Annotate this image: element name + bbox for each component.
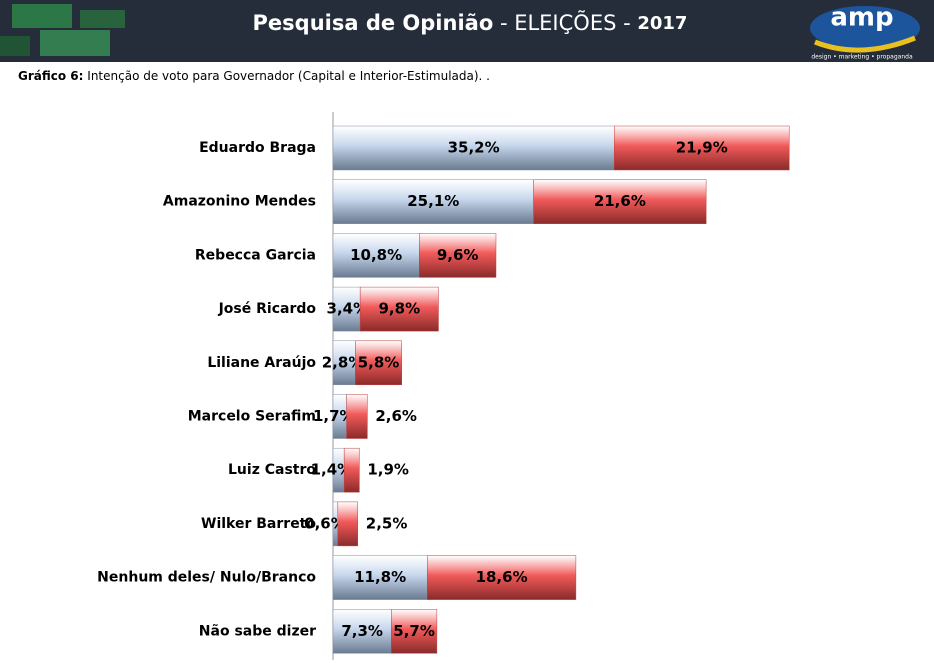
value-label: 21,9%	[676, 139, 728, 157]
value-label: 1,4%	[311, 461, 353, 479]
value-label: 25,1%	[407, 192, 459, 210]
value-label: 35,2%	[448, 139, 500, 157]
bar-segment	[391, 609, 438, 654]
value-label: 3,4%	[327, 300, 369, 318]
bar-segment	[533, 179, 707, 224]
category-label: Amazonino Mendes	[163, 194, 316, 210]
value-label: 2,5%	[366, 514, 408, 532]
value-label: 5,7%	[393, 622, 435, 640]
header-decoration	[80, 10, 125, 28]
value-label: 1,9%	[367, 461, 409, 479]
value-label: 18,6%	[476, 568, 528, 586]
bar-segment	[337, 501, 359, 547]
bar-segment	[355, 340, 402, 386]
header-decoration	[40, 30, 110, 56]
bar-segment	[332, 555, 428, 600]
value-label: 0,6%	[304, 514, 346, 532]
logo-swoosh	[814, 35, 916, 53]
bar-segment	[332, 286, 361, 332]
value-label: 1,7%	[313, 407, 355, 425]
value-label: 9,6%	[437, 246, 479, 264]
value-label: 2,6%	[375, 407, 417, 425]
value-label: 9,8%	[379, 300, 421, 318]
bar-segment	[343, 447, 360, 493]
category-label: Wilker Barreto	[201, 516, 316, 532]
value-label: 10,8%	[350, 246, 402, 264]
bar-segment	[332, 233, 420, 278]
category-label: Rebecca Garcia	[195, 247, 316, 263]
bar-segment	[613, 125, 790, 171]
logo-shape	[810, 6, 920, 50]
value-label: 7,3%	[341, 622, 383, 640]
bar-segment	[346, 394, 368, 439]
bar-segment	[359, 286, 439, 332]
header-bar	[0, 0, 934, 62]
value-label: 21,6%	[594, 192, 646, 210]
logo-tagline: design • marketing • propaganda	[811, 54, 913, 61]
value-label: 2,8%	[322, 353, 364, 371]
bar-segment	[332, 609, 392, 654]
bar-segment	[427, 555, 577, 600]
header-title: Pesquisa de Opinião - ELEIÇÕES - 2017	[253, 9, 688, 35]
category-label: Liliane Araújo	[207, 355, 316, 371]
category-label: Nenhum deles/ Nulo/Branco	[97, 570, 316, 586]
category-label: Eduardo Braga	[199, 140, 316, 156]
category-label: Marcelo Serafim	[188, 409, 316, 425]
chart-title: Gráfico 6: Intenção de voto para Governa…	[18, 69, 490, 83]
bar-segment	[332, 179, 534, 224]
value-label: 5,8%	[358, 353, 400, 371]
header-decoration	[0, 36, 30, 56]
logo: amp	[830, 3, 893, 33]
category-label: Luiz Castro	[228, 462, 316, 478]
category-label: Não sabe dizer	[199, 623, 316, 639]
header-decoration	[12, 4, 72, 28]
category-label: José Ricardo	[218, 301, 317, 317]
value-label: 11,8%	[354, 568, 406, 586]
bar-segment	[419, 233, 497, 278]
